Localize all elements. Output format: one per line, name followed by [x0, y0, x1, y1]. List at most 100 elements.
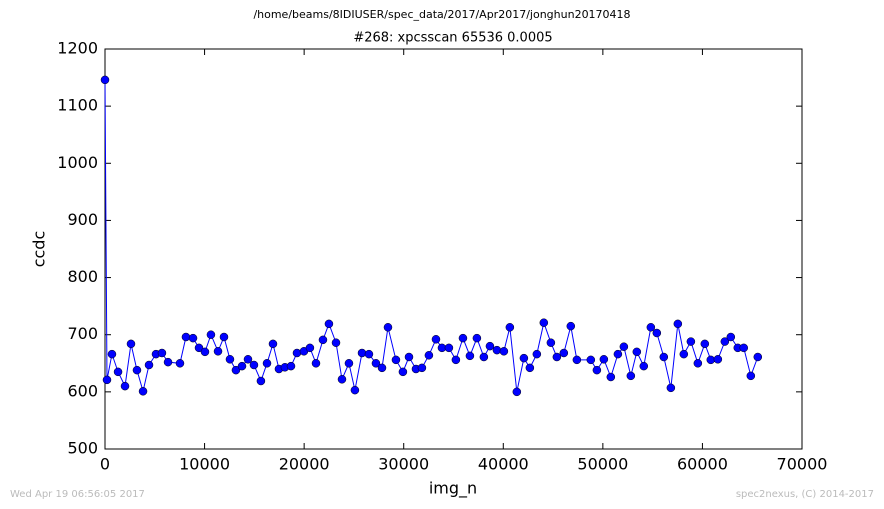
- data-point: [286, 361, 296, 371]
- data-point: [539, 318, 549, 327]
- data-point: [377, 363, 387, 373]
- data-point: [639, 361, 649, 371]
- data-point: [753, 352, 763, 362]
- data-point: [120, 381, 130, 391]
- data-point: [666, 383, 676, 393]
- data-point: [700, 339, 710, 349]
- data-point: [546, 338, 556, 347]
- data-point: [739, 343, 749, 353]
- y-tick-label: 800: [67, 267, 98, 286]
- y-tick-label: 1000: [57, 153, 98, 172]
- data-point: [188, 333, 198, 343]
- data-point: [746, 371, 756, 381]
- data-point: [693, 359, 703, 368]
- data-point: [417, 363, 427, 373]
- data-point: [163, 357, 173, 367]
- data-point: [444, 343, 454, 353]
- data-point: [305, 343, 315, 353]
- data-point: [364, 349, 374, 359]
- footer-date: Wed Apr 19 06:56:05 2017: [10, 489, 145, 500]
- data-point: [720, 337, 730, 346]
- data-point: [398, 367, 408, 377]
- y-axis-label: ccdc: [30, 231, 49, 268]
- data-point: [465, 351, 475, 361]
- x-tick-label: 10000: [179, 455, 230, 474]
- data-point: [337, 375, 347, 384]
- data-point: [532, 349, 542, 359]
- y-tick-label: 700: [67, 324, 98, 343]
- data-point: [686, 337, 696, 346]
- data-point: [383, 323, 393, 332]
- x-tick-label: 30000: [378, 455, 429, 474]
- data-point: [292, 348, 302, 358]
- data-point: [157, 348, 167, 358]
- data-point: [132, 365, 142, 375]
- data-point: [219, 332, 229, 342]
- data-point: [102, 375, 112, 385]
- data-point: [331, 338, 341, 347]
- data-point: [613, 349, 623, 359]
- data-point: [726, 332, 736, 342]
- data-point: [626, 371, 636, 381]
- data-point: [499, 347, 509, 356]
- data-point: [559, 348, 569, 358]
- y-tick-label: 600: [67, 381, 98, 400]
- data-point: [138, 387, 148, 396]
- data-point: [592, 365, 602, 375]
- data-point: [713, 355, 723, 364]
- data-point: [431, 335, 441, 344]
- data-point: [268, 339, 278, 349]
- data-point: [194, 343, 204, 353]
- data-point: [357, 348, 367, 358]
- data-point: [344, 359, 354, 368]
- y-tick-label: 500: [67, 439, 98, 458]
- data-point: [572, 355, 582, 365]
- plot-frame: [104, 48, 803, 450]
- data-point: [566, 321, 576, 331]
- data-point: [586, 355, 596, 365]
- data-point: [505, 323, 515, 332]
- data-point: [512, 387, 522, 397]
- data-point: [619, 342, 629, 351]
- data-point: [237, 361, 247, 371]
- x-axis-label: img_n: [429, 479, 477, 499]
- data-point: [144, 360, 154, 370]
- data-point: [519, 353, 529, 363]
- x-tick-label: 50000: [577, 455, 628, 474]
- data-point: [213, 347, 223, 356]
- data-point: [599, 355, 609, 364]
- footer-credit: spec2nexus, (C) 2014-2017: [736, 489, 874, 500]
- data-point: [371, 359, 381, 368]
- data-point: [472, 333, 482, 343]
- x-tick-label: 0: [100, 455, 110, 474]
- data-point: [458, 333, 468, 343]
- chart-title: #268: xpcsscan 65536 0.0005: [353, 31, 552, 46]
- data-point: [206, 330, 216, 339]
- data-point: [311, 359, 321, 368]
- data-point: [552, 352, 562, 362]
- data-line: [104, 79, 759, 392]
- data-point: [231, 365, 241, 375]
- data-point: [126, 339, 136, 349]
- data-point: [485, 341, 495, 351]
- data-point: [632, 347, 642, 357]
- data-point: [262, 359, 272, 368]
- data-point: [181, 332, 191, 342]
- data-point: [243, 355, 253, 364]
- data-point: [113, 367, 123, 377]
- suptitle: /home/beams/8IDIUSER/spec_data/2017/Apr2…: [253, 8, 630, 21]
- data-point: [350, 385, 360, 395]
- data-point: [646, 323, 656, 332]
- data-point: [200, 347, 210, 357]
- x-tick-label: 70000: [777, 455, 828, 474]
- data-point: [318, 335, 328, 345]
- data-point: [324, 319, 334, 329]
- data-point: [175, 359, 185, 368]
- y-tick-label: 900: [67, 210, 98, 229]
- data-point: [249, 360, 259, 370]
- x-tick-label: 20000: [279, 455, 330, 474]
- data-point: [606, 372, 616, 382]
- data-point: [424, 351, 434, 360]
- data-point: [391, 355, 401, 365]
- data-point: [525, 363, 535, 373]
